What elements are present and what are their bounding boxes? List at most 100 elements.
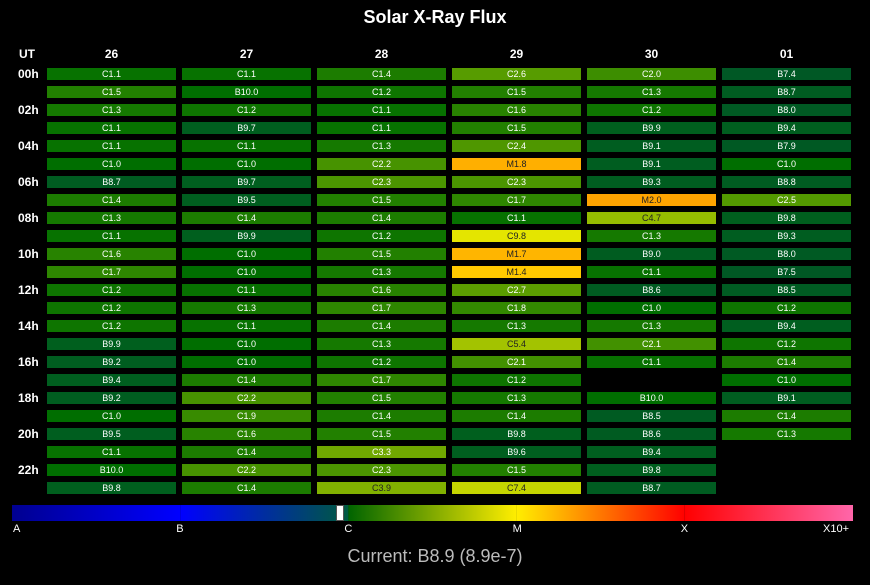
flux-cell: B8.6 (587, 284, 716, 296)
flux-cell: B9.7 (182, 122, 311, 134)
flux-cell: C4.7 (587, 212, 716, 224)
flux-cell: C1.3 (722, 428, 851, 440)
flux-cell: C1.3 (452, 392, 581, 404)
row-label-18h: 18h (18, 391, 39, 405)
flux-cell: C1.6 (452, 104, 581, 116)
flux-cell: C1.4 (182, 374, 311, 386)
row-label-10h: 10h (18, 247, 39, 261)
row-label-12h: 12h (18, 283, 39, 297)
flux-cell: C3.9 (317, 482, 446, 494)
flux-cell: C1.7 (317, 374, 446, 386)
flux-cell: C1.1 (452, 212, 581, 224)
flux-cell: B9.8 (722, 212, 851, 224)
flux-cell: B8.7 (587, 482, 716, 494)
flux-cell: C1.1 (317, 104, 446, 116)
flux-cell: C2.4 (452, 140, 581, 152)
column-label-27: 27 (239, 47, 254, 61)
flux-cell: C1.3 (587, 230, 716, 242)
column-label-26: 26 (104, 47, 119, 61)
flux-cell: C1.4 (182, 446, 311, 458)
flux-cell: C1.1 (182, 140, 311, 152)
flux-cell: B8.0 (722, 248, 851, 260)
row-label-02h: 02h (18, 103, 39, 117)
scale-segment-c-m (348, 505, 517, 521)
flux-cell: M2.0 (587, 194, 716, 206)
column-label-30: 30 (644, 47, 659, 61)
flux-cell: C1.6 (47, 248, 176, 260)
flux-cell: C1.4 (182, 482, 311, 494)
flux-cell: M1.8 (452, 158, 581, 170)
flux-cell: C2.2 (182, 464, 311, 476)
flux-cell: B9.2 (47, 356, 176, 368)
flux-cell: B9.3 (587, 176, 716, 188)
flux-cell: C1.4 (452, 410, 581, 422)
flux-cell: B8.7 (722, 86, 851, 98)
flux-cell: C1.1 (47, 140, 176, 152)
flux-cell: C1.3 (317, 266, 446, 278)
flux-cell: C2.7 (452, 284, 581, 296)
flux-cell: B9.8 (587, 464, 716, 476)
chart-title: Solar X-Ray Flux (363, 7, 507, 27)
flux-cell: C1.6 (182, 428, 311, 440)
flux-cell: B9.1 (587, 158, 716, 170)
flux-cell: B7.4 (722, 68, 851, 80)
flux-cell: C1.1 (182, 320, 311, 332)
flux-cell: C1.4 (182, 212, 311, 224)
flux-cell: C1.7 (452, 194, 581, 206)
row-label-06h: 06h (18, 175, 39, 189)
flux-cell: C1.0 (182, 266, 311, 278)
flux-cell: C9.8 (452, 230, 581, 242)
flux-cell: C1.0 (182, 356, 311, 368)
scale-label-a: A (13, 523, 21, 535)
flux-cell: C1.1 (47, 122, 176, 134)
flux-cell: B10.0 (587, 392, 716, 404)
flux-cell: C1.1 (182, 68, 311, 80)
flux-cell: C1.3 (317, 140, 446, 152)
flux-cell: C2.2 (317, 158, 446, 170)
flux-cell: C1.0 (182, 248, 311, 260)
flux-cell: B7.9 (722, 140, 851, 152)
flux-cell: B9.4 (722, 320, 851, 332)
flux-cell: C1.4 (317, 320, 446, 332)
flux-cell: C1.5 (317, 248, 446, 260)
flux-cell: B10.0 (182, 86, 311, 98)
flux-cell: C1.1 (47, 446, 176, 458)
row-label-20h: 20h (18, 427, 39, 441)
scale-segment-b-c (180, 505, 349, 521)
flux-cell: C1.3 (47, 212, 176, 224)
flux-cell: B7.5 (722, 266, 851, 278)
row-label-22h: 22h (18, 463, 39, 477)
row-label-16h: 16h (18, 355, 39, 369)
flux-cell: C1.5 (47, 86, 176, 98)
flux-cell: C1.3 (452, 320, 581, 332)
flux-cell: C1.3 (587, 320, 716, 332)
flux-cell: B9.4 (722, 122, 851, 134)
flux-cell: C1.3 (587, 86, 716, 98)
flux-cell: C1.0 (722, 158, 851, 170)
row-label-04h: 04h (18, 139, 39, 153)
row-label-08h: 08h (18, 211, 39, 225)
flux-cell: C1.2 (317, 230, 446, 242)
flux-cell: B9.4 (47, 374, 176, 386)
flux-cell: C2.3 (317, 176, 446, 188)
flux-cell: B9.5 (182, 194, 311, 206)
flux-cell: C1.1 (47, 68, 176, 80)
flux-cell: C1.7 (47, 266, 176, 278)
flux-cell: M1.7 (452, 248, 581, 260)
scale-segment-a-b (12, 505, 181, 521)
flux-cell: C1.2 (47, 320, 176, 332)
flux-cell: B9.6 (452, 446, 581, 458)
flux-cell: C7.4 (452, 482, 581, 494)
flux-cell: B9.9 (182, 230, 311, 242)
scale-label-x10: X10+ (823, 523, 849, 535)
flux-cell: C1.1 (47, 230, 176, 242)
scale-segment-m-x (516, 505, 685, 521)
current-flux-marker (335, 505, 344, 521)
flux-scale-bar (12, 505, 853, 521)
flux-cell: C2.3 (317, 464, 446, 476)
column-label-29: 29 (509, 47, 524, 61)
flux-cell: C1.5 (317, 428, 446, 440)
flux-cell: C1.3 (317, 338, 446, 350)
flux-cell: C1.1 (317, 122, 446, 134)
flux-cell: C2.0 (587, 68, 716, 80)
